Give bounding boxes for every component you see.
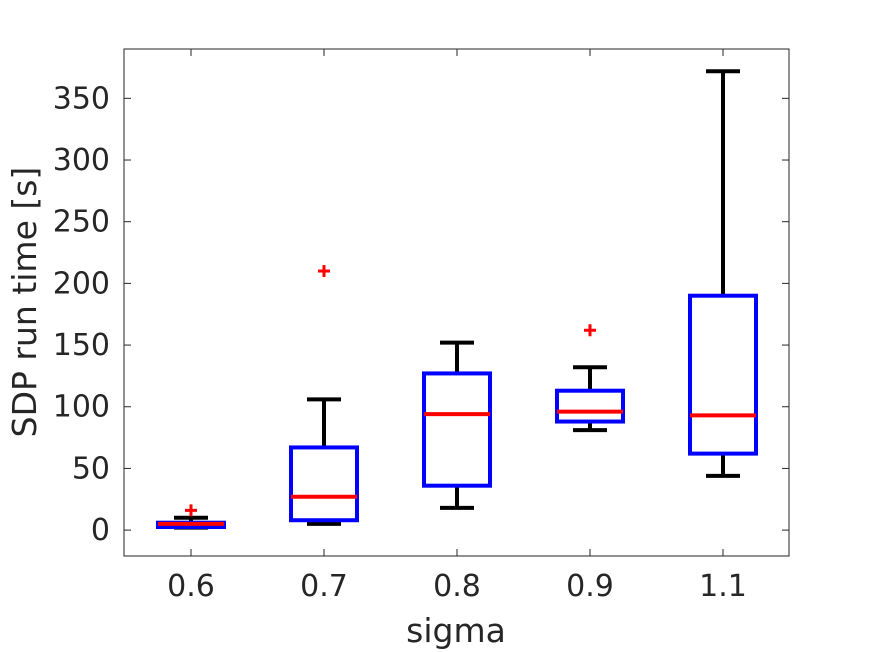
x-tick-label: 0.6 [167, 569, 215, 604]
box-iqr [688, 293, 758, 456]
y-tick-label: 300 [53, 143, 110, 178]
y-axis-ticks: 0 50 100 150 200 250 300 350 [53, 81, 789, 548]
plot-area [123, 48, 790, 557]
x-tick-label: 0.9 [566, 569, 614, 604]
y-tick-label: 200 [53, 266, 110, 301]
y-tick-label: 0 [91, 513, 110, 548]
x-axis-ticks: 0.6 0.7 0.8 0.9 1.1 [167, 49, 747, 604]
outlier-point [584, 324, 596, 337]
x-axis-label: sigma [406, 611, 506, 650]
box-group [289, 265, 359, 526]
y-axis-label: SDP run time [s] [5, 167, 44, 438]
y-tick-label: 250 [53, 205, 110, 240]
x-tick-label: 0.8 [433, 569, 481, 604]
y-tick-label: 150 [53, 328, 110, 363]
box-iqr [289, 445, 359, 523]
outlier-point [318, 265, 330, 278]
y-tick-label: 100 [53, 390, 110, 425]
x-tick-label: 0.7 [300, 569, 348, 604]
x-tick-label: 1.1 [699, 569, 747, 604]
box-group [156, 504, 226, 530]
y-tick-label: 50 [72, 451, 110, 486]
y-tick-label: 350 [53, 81, 110, 116]
box-iqr [422, 371, 492, 488]
box-group [422, 340, 492, 510]
box-group [688, 69, 758, 478]
outlier-point [185, 504, 197, 517]
box-group [555, 324, 625, 433]
chart-marks [156, 69, 758, 530]
box-iqr [555, 388, 625, 424]
